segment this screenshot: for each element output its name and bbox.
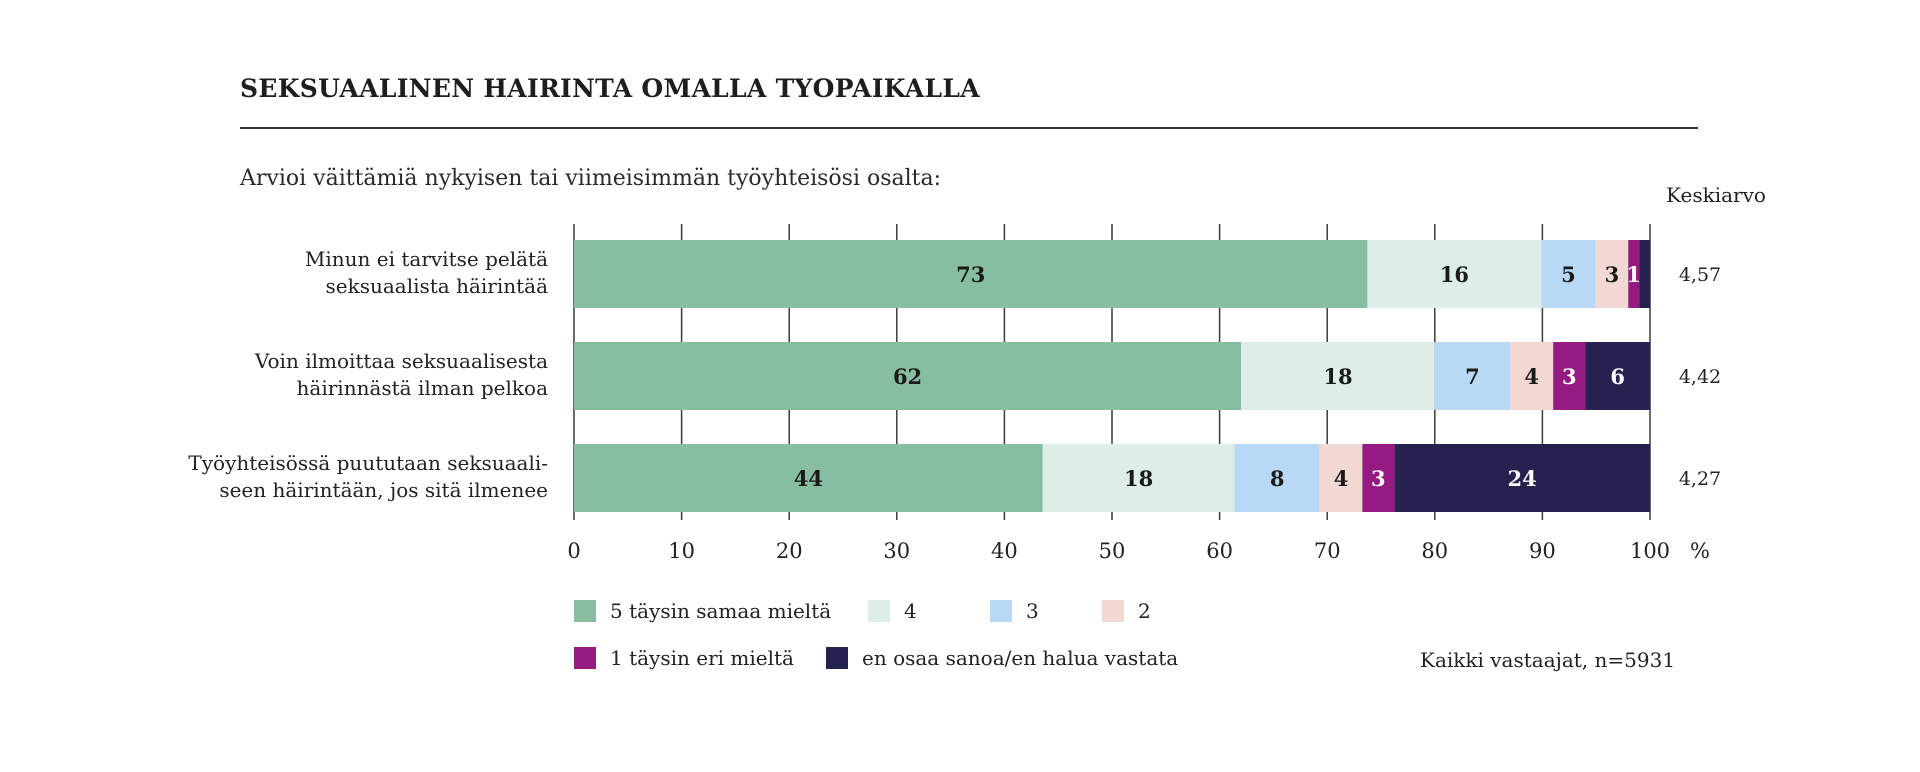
mean-value: 4,42	[1679, 366, 1721, 388]
bar-value-label: 3	[1605, 262, 1620, 287]
bar-segment	[1595, 240, 1629, 308]
legend-item-4: 4	[868, 599, 917, 623]
x-tick-label: 10	[668, 539, 695, 563]
bar-segment	[1434, 342, 1511, 410]
bar-segment	[1362, 444, 1395, 512]
bar-value-label: 5	[1561, 262, 1576, 287]
x-tick-label: 50	[1099, 539, 1126, 563]
x-tick-label: 40	[991, 539, 1018, 563]
bar-value-label: 7	[1465, 364, 1480, 389]
bar-value-label: 16	[1440, 262, 1469, 287]
legend-swatch-2	[1102, 600, 1124, 622]
legend-label-eos: en osaa sanoa/en halua vastata	[862, 646, 1179, 670]
bar-segment	[574, 342, 1242, 410]
category-label: seksuaalista häirintää	[325, 274, 548, 298]
bar-value-label: 18	[1124, 466, 1153, 491]
legend-item-2: 2	[1102, 599, 1151, 623]
bar-segment	[574, 240, 1368, 308]
bar-segment	[1367, 240, 1542, 308]
legend-swatch-eos	[826, 647, 848, 669]
bar-value-label: 4	[1334, 466, 1349, 491]
bar-segment	[1042, 444, 1235, 512]
bar-segment	[1628, 240, 1640, 308]
title-rule	[240, 127, 1698, 129]
bar-value-label: 3	[1562, 364, 1577, 389]
bar-segment	[1541, 240, 1596, 308]
bar-value-label: 18	[1323, 364, 1352, 389]
bar-segment	[1510, 342, 1554, 410]
bar-value-label: 44	[794, 466, 823, 491]
bar-value-label: 6	[1610, 364, 1625, 389]
x-tick-label: 80	[1421, 539, 1448, 563]
x-tick-label: 90	[1529, 539, 1556, 563]
x-tick-label: 0	[567, 539, 580, 563]
legend-swatch-5	[574, 600, 596, 622]
mean-value: 4,27	[1679, 468, 1721, 490]
x-tick-label: 70	[1314, 539, 1341, 563]
legend-label-2: 2	[1138, 599, 1151, 623]
mean-value: 4,57	[1679, 264, 1721, 286]
bar-segment	[1394, 444, 1650, 512]
legend-item-5: 5 täysin samaa mieltä	[574, 599, 831, 623]
category-label: Työyhteisössä puututaan seksuaali-	[188, 451, 548, 475]
legend-swatch-1	[574, 647, 596, 669]
x-tick-label: 20	[776, 539, 803, 563]
respondent-note: Kaikki vastaajat, n=5931	[1420, 648, 1676, 672]
bar-segment	[1585, 342, 1650, 410]
legend-item-3: 3	[990, 599, 1039, 623]
bar-segment	[1319, 444, 1363, 512]
x-unit-label: %	[1690, 539, 1710, 563]
bar-value-label: 3	[1371, 466, 1386, 491]
bar-segment	[1639, 240, 1650, 308]
legend-label-3: 3	[1026, 599, 1039, 623]
bar-value-label: 4	[1524, 364, 1539, 389]
bar-value-label: 1	[1626, 262, 1641, 287]
bar-value-label: 24	[1508, 466, 1537, 491]
chart-subtitle: Arvioi väittämiä nykyisen tai viimeisimm…	[240, 166, 942, 191]
legend-item-eos: en osaa sanoa/en halua vastata	[826, 646, 1178, 670]
category-label: häirinnästä ilman pelkoa	[297, 376, 549, 400]
bar-value-label: 8	[1270, 466, 1285, 491]
legend-swatch-4	[868, 600, 890, 622]
bar-segment	[1241, 342, 1435, 410]
x-tick-label: 60	[1206, 539, 1233, 563]
category-label: Voin ilmoittaa seksuaalisesta	[254, 349, 548, 373]
bar-segment	[574, 444, 1043, 512]
legend-swatch-3	[990, 600, 1012, 622]
x-tick-label: 100	[1630, 539, 1670, 563]
chart-title: SEKSUAALINEN HAIRINTA OMALLA TYOPAIKALLA	[240, 74, 980, 103]
x-tick-label: 30	[883, 539, 910, 563]
legend-label-5: 5 täysin samaa mieltä	[610, 599, 832, 623]
category-label: seen häirintään, jos sitä ilmenee	[219, 478, 548, 502]
bar-segment	[1553, 342, 1586, 410]
legend-label-4: 4	[904, 599, 917, 623]
legend-label-1: 1 täysin eri mieltä	[610, 646, 794, 670]
legend-item-1: 1 täysin eri mieltä	[574, 646, 794, 670]
bar-value-label: 73	[956, 262, 985, 287]
bar-value-label: 62	[893, 364, 922, 389]
mean-header: Keskiarvo	[1666, 183, 1766, 207]
bar-segment	[1234, 444, 1320, 512]
category-label: Minun ei tarvitse pelätä	[305, 247, 548, 271]
